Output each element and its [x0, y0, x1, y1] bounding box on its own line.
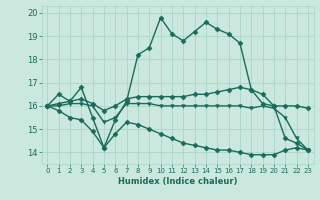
X-axis label: Humidex (Indice chaleur): Humidex (Indice chaleur) [118, 177, 237, 186]
